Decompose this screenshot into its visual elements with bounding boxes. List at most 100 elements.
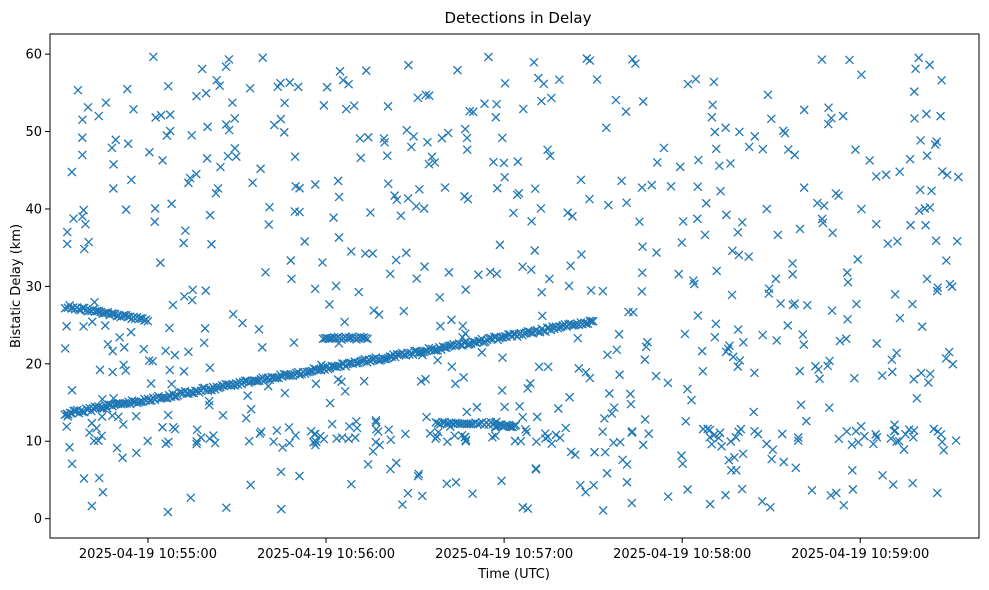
scatter-point xyxy=(129,104,138,114)
scatter-point xyxy=(677,238,687,247)
scatter-point xyxy=(192,439,202,449)
scatter-point xyxy=(618,455,628,465)
scatter-point xyxy=(144,147,154,157)
scatter-point xyxy=(179,366,189,376)
scatter-point xyxy=(920,204,930,213)
scatter-point xyxy=(196,433,206,443)
scatter-point xyxy=(813,365,823,374)
scatter-point xyxy=(258,53,268,63)
scatter-point xyxy=(682,384,692,394)
scatter-point xyxy=(62,321,72,331)
scatter-point xyxy=(677,451,686,461)
scatter-point xyxy=(916,368,926,378)
scatter-point xyxy=(932,488,942,498)
scatter-point xyxy=(890,289,900,299)
scatter-point xyxy=(666,181,676,191)
scatter-point xyxy=(585,316,595,326)
scatter-point xyxy=(412,274,422,284)
scatter-point xyxy=(79,474,89,483)
x-tick-label: 2025-04-19 10:56:00 xyxy=(257,547,395,562)
scatter-point xyxy=(419,204,429,213)
scatter-point xyxy=(779,457,789,467)
x-tick-label: 2025-04-19 10:58:00 xyxy=(613,547,751,562)
scatter-point xyxy=(825,356,835,366)
scatter-point xyxy=(263,381,273,391)
scatter-point xyxy=(170,350,180,360)
scatter-point xyxy=(427,152,437,162)
scatter-point xyxy=(899,445,909,454)
scatter-point xyxy=(544,274,554,284)
scatter-point xyxy=(518,502,528,512)
scatter-point xyxy=(726,465,736,475)
scatter-point xyxy=(845,55,855,65)
scatter-point xyxy=(697,346,707,356)
scatter-point xyxy=(765,502,775,512)
scatter-point xyxy=(327,361,337,371)
scatter-point xyxy=(218,410,228,420)
scatter-point xyxy=(609,438,618,448)
scatter-point xyxy=(167,199,177,209)
scatter-point xyxy=(783,145,793,155)
scatter-point xyxy=(286,256,296,265)
scatter-point xyxy=(256,164,266,174)
scatter-point xyxy=(888,480,898,490)
scatter-point xyxy=(144,356,154,366)
scatter-point xyxy=(369,306,379,316)
scatter-point xyxy=(484,52,493,62)
scatter-point xyxy=(123,139,133,149)
scatter-point xyxy=(687,395,696,405)
scatter-markers xyxy=(60,52,963,517)
scatter-point xyxy=(923,378,933,388)
scatter-point xyxy=(65,442,74,452)
scatter-point xyxy=(736,424,746,434)
scatter-point xyxy=(215,81,225,91)
scatter-point xyxy=(458,321,468,331)
scatter-point xyxy=(472,402,482,412)
scatter-point xyxy=(843,314,853,324)
scatter-point xyxy=(527,216,537,226)
scatter-point xyxy=(69,214,78,224)
scatter-point xyxy=(143,316,153,326)
scatter-point xyxy=(163,81,173,91)
scatter-point xyxy=(727,290,737,300)
scatter-point xyxy=(363,132,373,142)
scatter-point xyxy=(762,204,772,214)
scatter-point xyxy=(865,155,875,165)
scatter-point xyxy=(547,439,557,449)
scatter-point xyxy=(936,111,946,121)
scatter-point xyxy=(205,210,215,220)
scatter-point xyxy=(334,192,344,202)
scatter-point xyxy=(371,437,381,447)
scatter-point xyxy=(727,246,737,256)
scatter-point xyxy=(192,91,201,101)
scatter-point xyxy=(201,286,211,296)
scatter-point xyxy=(289,338,299,347)
scatter-point xyxy=(287,274,296,284)
scatter-point xyxy=(223,151,233,161)
scatter-point xyxy=(710,127,720,137)
scatter-point xyxy=(413,471,423,481)
scatter-point xyxy=(762,439,772,449)
scatter-point xyxy=(841,334,851,344)
scatter-point xyxy=(521,425,530,434)
scatter-point xyxy=(148,52,158,62)
scatter-point xyxy=(354,287,364,297)
scatter-point xyxy=(437,133,447,143)
scatter-point xyxy=(319,100,329,110)
scatter-point xyxy=(663,492,673,501)
scatter-point xyxy=(815,374,825,384)
scatter-point xyxy=(652,248,661,258)
scatter-point xyxy=(108,367,118,377)
scatter-point xyxy=(375,440,385,450)
x-tick-label: 2025-04-19 10:55:00 xyxy=(79,547,217,562)
scatter-point xyxy=(693,311,703,321)
scatter-point xyxy=(433,355,443,365)
scatter-point xyxy=(714,433,724,443)
scatter-point xyxy=(158,155,168,165)
scatter-point xyxy=(522,427,531,437)
scatter-point xyxy=(98,487,108,497)
scatter-point xyxy=(824,103,833,113)
scatter-point xyxy=(399,306,409,316)
scatter-point xyxy=(327,419,337,429)
scatter-point xyxy=(937,167,947,177)
